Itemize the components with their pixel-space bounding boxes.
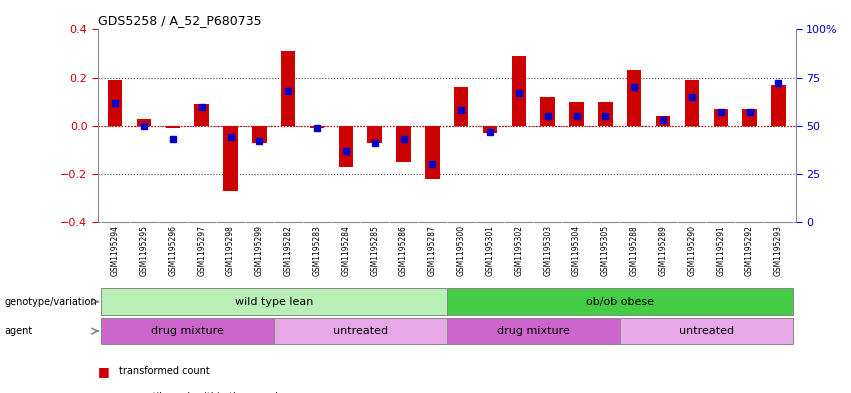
Text: GSM1195301: GSM1195301 <box>486 225 494 276</box>
Bar <box>310 126 324 128</box>
Bar <box>274 318 447 344</box>
Text: GSM1195283: GSM1195283 <box>312 225 322 276</box>
Text: GSM1195288: GSM1195288 <box>630 225 639 276</box>
Bar <box>685 80 699 126</box>
Text: GSM1195287: GSM1195287 <box>428 225 437 276</box>
Bar <box>368 126 382 143</box>
Bar <box>598 102 613 126</box>
Text: GSM1195303: GSM1195303 <box>543 225 552 276</box>
Bar <box>713 109 728 126</box>
Text: GSM1195289: GSM1195289 <box>659 225 667 276</box>
Text: agent: agent <box>4 326 32 336</box>
Bar <box>252 126 266 143</box>
Bar <box>166 126 180 128</box>
Bar <box>454 87 468 126</box>
Text: GSM1195304: GSM1195304 <box>572 225 581 276</box>
Bar <box>397 126 411 162</box>
Text: GSM1195282: GSM1195282 <box>283 225 293 276</box>
Text: ■: ■ <box>98 365 110 378</box>
Text: GSM1195302: GSM1195302 <box>514 225 523 276</box>
Text: GSM1195291: GSM1195291 <box>717 225 725 276</box>
Bar <box>108 80 123 126</box>
Bar <box>447 318 620 344</box>
Text: GSM1195297: GSM1195297 <box>197 225 206 276</box>
Bar <box>137 119 151 126</box>
Bar <box>100 318 274 344</box>
Bar <box>223 126 237 191</box>
Text: GSM1195298: GSM1195298 <box>226 225 235 276</box>
Bar <box>620 318 793 344</box>
Text: genotype/variation: genotype/variation <box>4 297 97 307</box>
Text: GSM1195292: GSM1195292 <box>745 225 754 276</box>
Bar <box>771 85 785 126</box>
Bar <box>656 116 671 126</box>
Text: ■: ■ <box>98 390 110 393</box>
Text: untreated: untreated <box>333 326 388 336</box>
Text: GSM1195300: GSM1195300 <box>457 225 465 276</box>
Text: ob/ob obese: ob/ob obese <box>585 297 654 307</box>
Text: GSM1195284: GSM1195284 <box>341 225 351 276</box>
Text: GSM1195285: GSM1195285 <box>370 225 380 276</box>
Text: GSM1195293: GSM1195293 <box>774 225 783 276</box>
Text: GSM1195295: GSM1195295 <box>140 225 149 276</box>
Bar <box>540 97 555 126</box>
Bar <box>511 56 526 126</box>
Bar <box>281 51 295 126</box>
Text: GSM1195286: GSM1195286 <box>399 225 408 276</box>
Text: GSM1195294: GSM1195294 <box>111 225 120 276</box>
Text: drug mixture: drug mixture <box>497 326 569 336</box>
Text: GSM1195299: GSM1195299 <box>254 225 264 276</box>
Bar <box>447 288 793 315</box>
Bar <box>426 126 440 179</box>
Text: wild type lean: wild type lean <box>235 297 313 307</box>
Bar <box>195 104 208 126</box>
Bar <box>742 109 757 126</box>
Text: GSM1195296: GSM1195296 <box>168 225 177 276</box>
Text: GDS5258 / A_52_P680735: GDS5258 / A_52_P680735 <box>98 14 261 27</box>
Text: GSM1195290: GSM1195290 <box>688 225 696 276</box>
Text: transformed count: transformed count <box>119 366 210 376</box>
Bar <box>627 70 642 126</box>
Text: percentile rank within the sample: percentile rank within the sample <box>119 392 284 393</box>
Bar <box>569 102 584 126</box>
Text: drug mixture: drug mixture <box>151 326 224 336</box>
Text: GSM1195305: GSM1195305 <box>601 225 610 276</box>
Bar <box>483 126 497 133</box>
Bar <box>339 126 353 167</box>
Bar <box>100 288 447 315</box>
Text: untreated: untreated <box>679 326 734 336</box>
